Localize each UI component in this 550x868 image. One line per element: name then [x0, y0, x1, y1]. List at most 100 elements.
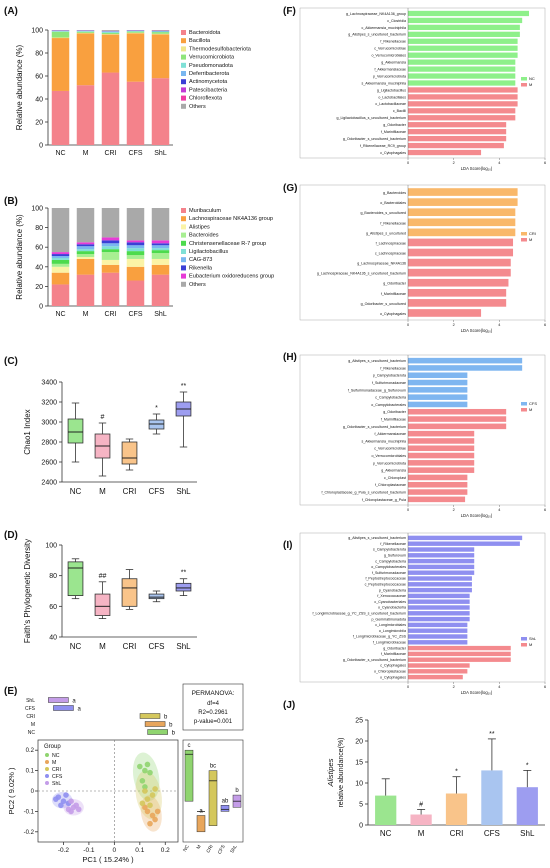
box-c-ytick-label-0: 2400	[41, 480, 57, 487]
stacked-b-legend-swatch-3	[181, 232, 186, 238]
stacked-b-bar-cfs-1	[126, 266, 145, 281]
lda-h-bar-2	[408, 372, 468, 379]
box-d-xtick-label-4: ShL	[176, 642, 191, 651]
lda-i-label-11: c_Cyanobacteriales	[374, 600, 406, 604]
stacked-b-bar-cri-3	[101, 252, 120, 260]
lda-g-bar-5	[408, 238, 514, 247]
lda-h-bar-18	[408, 489, 468, 495]
pcoa-top-group-label-nc: NC	[28, 730, 36, 736]
lda-f-legend-label-0: NC	[529, 76, 535, 81]
box-d-box-m	[94, 593, 111, 616]
pcoa-xtick-label-4: 0.2	[161, 847, 170, 854]
box-d-ytick-label-0: 40	[49, 635, 57, 642]
box-c-box-nc	[67, 418, 84, 444]
box-d-sig-m: ##	[99, 573, 107, 580]
stacked-a-legend-label-2: Thermodesulfobacteriota	[189, 46, 252, 52]
lda-f-label-10: s_Akkermansia_muciniphila	[361, 81, 406, 85]
stacked-b-legend-swatch-0	[181, 208, 186, 213]
pcoa-xlabel: PC1 ( 15.24% )	[82, 855, 134, 864]
lda-i-bar-11	[408, 599, 470, 604]
stacked-b-bar-nc-8	[51, 252, 70, 255]
lda-i-bar-4	[408, 558, 475, 564]
stacked-a-legend-label-6: Actinomycetota	[189, 79, 228, 85]
panel-label-j: (J)	[283, 700, 296, 711]
stacked-b-bar-cri-1	[101, 264, 120, 273]
alistipes-ylabel-line1: Alistipes	[326, 758, 335, 787]
lda-h-bar-1	[408, 365, 523, 371]
stacked-b-legend-label-0: Muribaculum	[189, 208, 221, 214]
lda-h-bar-14	[408, 460, 475, 466]
stacked-b-bar-shl-4	[151, 250, 170, 254]
lda-g-bar-7	[408, 258, 511, 267]
stacked-a-bar-cri-0	[101, 72, 120, 145]
lda-i-label-24: o_Cytophagales	[380, 675, 406, 679]
lda-g-bar-10	[408, 288, 507, 297]
lda-h-bar-19	[408, 496, 466, 503]
stacked-b-bar-m-1	[76, 258, 95, 275]
lda-h-label-1: f_Rikenellaceae	[380, 366, 406, 370]
pcoa-xtick-label-3: 0.1	[135, 847, 144, 854]
alistipes-bar-cri	[445, 793, 468, 825]
pcoa-point-m-1	[144, 808, 151, 815]
lda-f-bar-7	[408, 59, 516, 65]
panel-label-e: (E)	[4, 686, 18, 697]
pcoa-side-letter-cfs: ab	[222, 798, 229, 804]
stacked-b-ytick-label-2: 40	[35, 264, 43, 271]
stacked-a-ytick-label-0: 0	[39, 143, 43, 150]
pcoa-xtick-label-1: -0.1	[83, 847, 95, 854]
lda-g-bar-3	[408, 218, 516, 227]
lda-i-label-18: f_Longimicrobiaceae	[373, 640, 406, 644]
pcoa-point-cri-0	[142, 788, 148, 794]
lda-g-label-12: o_Cytophagales	[380, 312, 406, 316]
stacked-a-xtick-label-4: ShL	[154, 150, 167, 157]
stacked-b-bar-m-8	[76, 242, 95, 245]
lda-g-xtick-label-0: 0	[407, 323, 409, 327]
box-d-ylabel: Faith's Phylogenetic Diversity	[23, 539, 32, 643]
stacked-b-bar-nc-6	[51, 256, 70, 258]
alistipes-xtick-label-3: CFS	[484, 829, 500, 838]
lda-i-bar-3	[408, 553, 475, 558]
stacked-b-bar-nc-4	[51, 259, 70, 264]
stacked-b-legend-label-9: Others	[189, 282, 206, 288]
stacked-a-legend-swatch-0	[181, 30, 186, 35]
lda-h-label-13: o_Verrucomicrobiales	[371, 454, 406, 458]
lda-f-label-3: g_Alistipes_s_uncultured_bacterium	[348, 33, 406, 37]
box-c-xtick-label-1: M	[99, 487, 106, 496]
pcoa-point-shl-0	[68, 798, 74, 804]
pcoa-legend-label-3: CFS	[52, 774, 63, 780]
pcoa-legend-label-2: CRI	[52, 767, 61, 773]
stacked-b-legend-label-5: Ligilactobacillus	[189, 249, 228, 255]
stacked-a-bar-cri-2	[101, 34, 120, 35]
lda-h-bar-7	[408, 408, 507, 415]
lda-i-label-16: o_Longimicrobiia	[379, 629, 406, 633]
stacked-a-ytick-label-3: 60	[35, 74, 43, 81]
stacked-a-legend-label-3: Verrucomicrobiota	[189, 55, 235, 61]
stacked-a-xtick-label-2: CRI	[104, 150, 116, 157]
alistipes-ytick-label-0: 0	[359, 823, 363, 830]
lda-i-bar-21	[408, 657, 511, 662]
lda-h-label-3: f_Sulfurimonadaceae	[372, 381, 406, 385]
lda-h-label-12: c_Verrucomicrobiae	[374, 447, 406, 451]
lda-i-bar-15	[408, 622, 468, 628]
pcoa-ytick-label-0: -0.2	[24, 830, 35, 836]
lda-g-label-3: f_Rikenellaceae	[380, 221, 406, 225]
lda-h-bar-3	[408, 379, 468, 386]
lda-f-label-16: g_Odoribacter	[383, 123, 407, 127]
alistipes-sig-cri: *	[455, 769, 458, 776]
lda-i-label-0: g_Alistipes_s_uncultured_bacterium	[348, 536, 406, 540]
pcoa-top-letter-cfs: a	[77, 707, 81, 713]
lda-h-label-7: g_Odoribacter	[383, 410, 407, 414]
stacked-b-bar-m-0	[76, 274, 95, 306]
lda-f-bar-6	[408, 52, 518, 58]
alistipes-sig-m: #	[419, 801, 423, 808]
box-d-ytick-label-2: 80	[49, 573, 57, 580]
alistipes-xtick-label-4: ShL	[520, 829, 535, 838]
lda-i-label-3: g_Sulfurovum	[384, 553, 406, 557]
lda-f-label-13: c_Lactobacillaceae	[375, 102, 406, 106]
panel-label-i: (I)	[283, 540, 293, 551]
lda-f-label-12: o_Lactobacillales	[378, 95, 406, 99]
stacked-b-legend-label-6: CAG-873	[189, 257, 212, 263]
stacked-b-bar-m-7	[76, 244, 95, 247]
pcoa-top-letter-nc: b	[172, 731, 176, 737]
stacked-a-bar-shl-1	[151, 34, 170, 79]
